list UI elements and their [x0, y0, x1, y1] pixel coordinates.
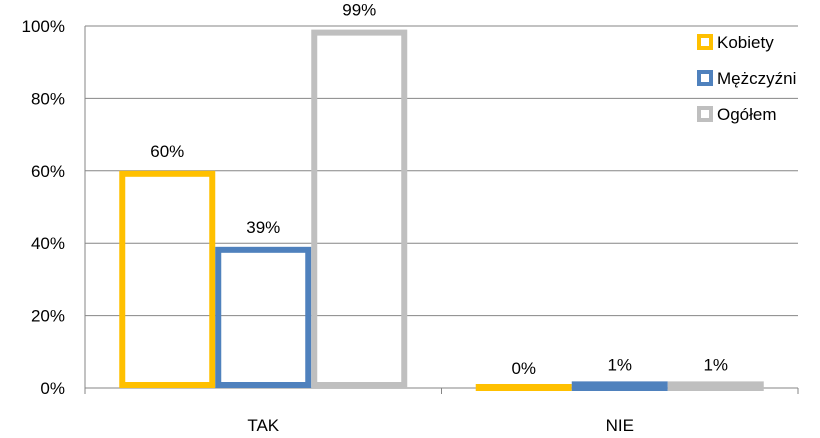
legend: Kobiety Mężczyźni Ogółem — [697, 33, 796, 124]
legend-swatch — [697, 70, 713, 86]
bar — [571, 381, 668, 392]
legend-label: Ogółem — [717, 105, 777, 124]
y-tick-label: 0% — [40, 379, 65, 398]
data-label: 39% — [246, 218, 280, 237]
data-label: 60% — [150, 142, 184, 161]
data-label: 99% — [342, 1, 376, 20]
x-category-label: NIE — [606, 416, 634, 435]
data-label: 0% — [511, 359, 536, 378]
bar — [119, 170, 216, 388]
bar — [311, 29, 408, 389]
y-axis: 0% 20% 40% 60% 80% 100% — [22, 17, 86, 398]
legend-label: Mężczyźni — [717, 69, 796, 88]
y-tick-label: 60% — [31, 162, 65, 181]
legend-swatch — [697, 34, 713, 50]
y-tick-label: 20% — [31, 307, 65, 326]
data-label: 1% — [703, 355, 728, 374]
bar — [475, 384, 572, 391]
x-axis: TAK NIE — [84, 388, 799, 435]
y-tick-label: 100% — [22, 17, 65, 36]
gridlines — [85, 25, 798, 389]
y-tick-label: 40% — [31, 234, 65, 253]
legend-swatch — [697, 106, 713, 122]
x-category-label: TAK — [247, 416, 279, 435]
data-labels: 60% 39% 99% 0% 1% 1% — [150, 1, 728, 378]
legend-label: Kobiety — [717, 33, 774, 52]
bar — [215, 246, 312, 388]
y-tick-label: 80% — [31, 89, 65, 108]
data-label: 1% — [607, 355, 632, 374]
bar — [667, 381, 764, 392]
bars — [119, 29, 764, 392]
